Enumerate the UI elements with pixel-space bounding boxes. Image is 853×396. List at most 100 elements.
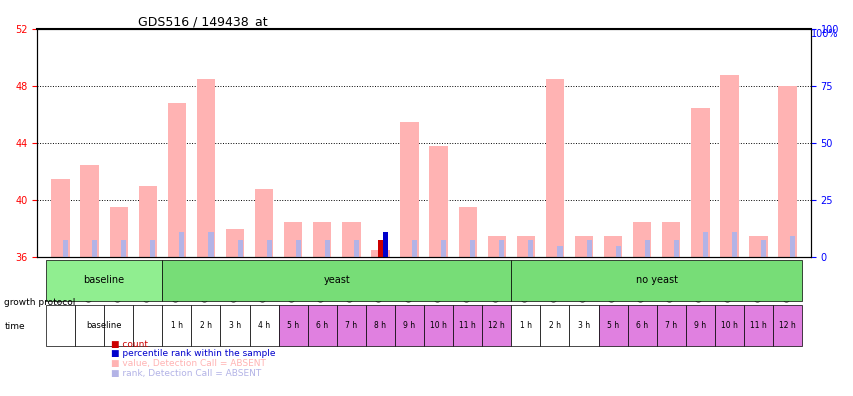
Bar [673, 240, 678, 257]
Text: 7 h: 7 h [664, 321, 676, 330]
Text: 5 h: 5 h [606, 321, 618, 330]
Bar [789, 236, 794, 257]
Bar [511, 305, 540, 346]
Bar [249, 305, 278, 346]
Bar [470, 240, 475, 257]
Text: GDS516 / 149438_at: GDS516 / 149438_at [137, 15, 267, 28]
Text: 2 h: 2 h [200, 321, 212, 330]
Bar [528, 240, 533, 257]
Bar [714, 305, 743, 346]
Bar [615, 246, 620, 257]
Bar [743, 305, 772, 346]
Bar [690, 108, 709, 257]
Bar [138, 186, 157, 257]
Text: 8 h: 8 h [374, 321, 386, 330]
Text: baseline: baseline [86, 321, 122, 330]
Text: 12 h: 12 h [488, 321, 505, 330]
Bar [778, 86, 796, 257]
Text: growth protocol: growth protocol [4, 299, 76, 307]
Bar [162, 259, 511, 301]
Bar [191, 305, 220, 346]
Bar [656, 305, 685, 346]
Bar [772, 305, 801, 346]
Text: time: time [4, 322, 25, 331]
Bar [487, 236, 505, 257]
Text: 2 h: 2 h [548, 321, 560, 330]
Bar [208, 232, 213, 257]
Bar [441, 240, 446, 257]
Bar [702, 232, 707, 257]
Bar [644, 240, 649, 257]
Text: 9 h: 9 h [693, 321, 705, 330]
Bar [382, 250, 387, 257]
Bar [75, 305, 104, 346]
Bar [603, 236, 622, 257]
Bar [162, 305, 191, 346]
Bar [412, 240, 416, 257]
Bar [92, 240, 97, 257]
Bar [266, 240, 271, 257]
Bar [179, 232, 184, 257]
Text: 9 h: 9 h [403, 321, 415, 330]
Bar [429, 146, 447, 257]
Bar [760, 240, 765, 257]
Bar [540, 305, 569, 346]
Bar [627, 305, 656, 346]
Bar [313, 222, 331, 257]
Bar [424, 305, 453, 346]
Bar [632, 222, 651, 257]
Text: 3 h: 3 h [577, 321, 589, 330]
Text: 10 h: 10 h [720, 321, 737, 330]
Bar [482, 305, 511, 346]
Bar [749, 236, 767, 257]
Bar [121, 240, 126, 257]
Text: 1 h: 1 h [519, 321, 531, 330]
Bar [499, 240, 504, 257]
Text: 11 h: 11 h [459, 321, 475, 330]
Bar [278, 305, 307, 346]
Text: ■ value, Detection Call = ABSENT: ■ value, Detection Call = ABSENT [111, 359, 265, 368]
Bar [661, 222, 680, 257]
Bar [237, 240, 242, 257]
Bar [336, 305, 365, 346]
Bar [557, 246, 562, 257]
Bar [51, 179, 70, 257]
Text: 5 h: 5 h [287, 321, 299, 330]
Bar [382, 232, 387, 257]
Bar [569, 305, 598, 346]
Text: no yeast: no yeast [635, 275, 677, 285]
Bar [453, 305, 482, 346]
Bar [196, 79, 215, 257]
Bar [371, 250, 389, 257]
Bar [225, 229, 244, 257]
Bar [719, 75, 738, 257]
Bar [586, 240, 591, 257]
Bar [104, 305, 133, 346]
Text: 10 h: 10 h [430, 321, 446, 330]
Text: ■ rank, Detection Call = ABSENT: ■ rank, Detection Call = ABSENT [111, 369, 261, 378]
Bar [395, 305, 424, 346]
Bar [109, 208, 128, 257]
Text: 4 h: 4 h [258, 321, 270, 330]
Bar [353, 240, 358, 257]
Bar [150, 240, 155, 257]
Text: baseline: baseline [84, 275, 125, 285]
Text: ■ percentile rank within the sample: ■ percentile rank within the sample [111, 349, 276, 358]
Bar [307, 305, 336, 346]
Text: 100%: 100% [810, 29, 838, 39]
Bar [598, 305, 627, 346]
Bar [80, 165, 99, 257]
Text: 6 h: 6 h [316, 321, 328, 330]
Text: ■ count: ■ count [111, 339, 148, 348]
Bar [516, 236, 534, 257]
Bar [220, 305, 249, 346]
Bar [46, 305, 75, 346]
Bar [511, 259, 801, 301]
Bar [458, 208, 476, 257]
Text: 3 h: 3 h [229, 321, 241, 330]
Bar [731, 232, 736, 257]
Bar [255, 189, 273, 257]
Bar [685, 305, 714, 346]
Bar [377, 240, 382, 257]
Text: 12 h: 12 h [778, 321, 795, 330]
